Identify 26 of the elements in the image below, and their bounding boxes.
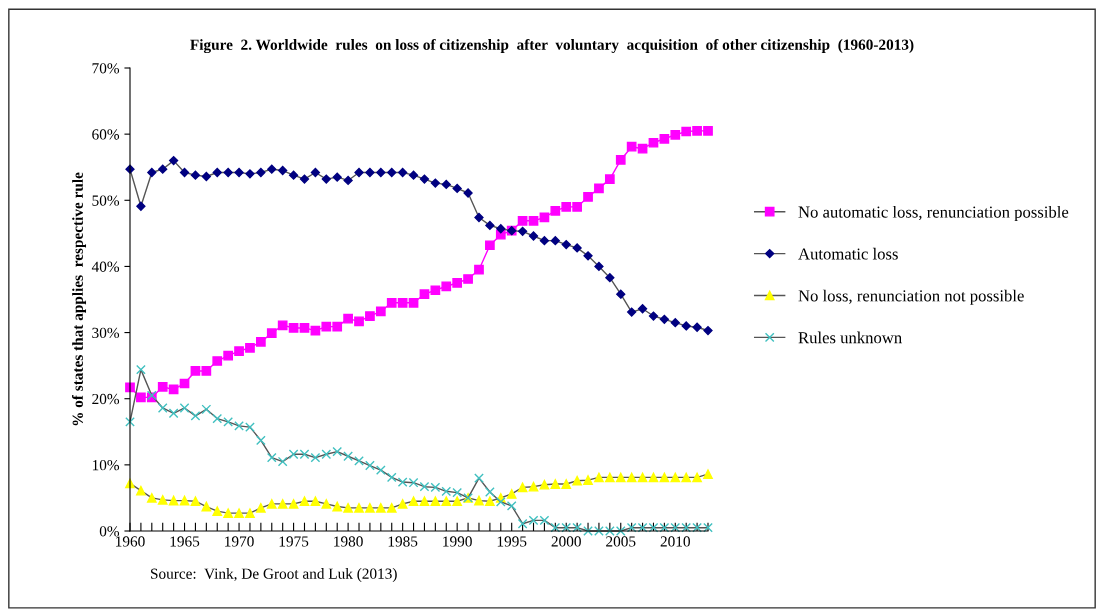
x-tick-label: 1980 [334,536,363,547]
legend-label: Rules unknown [798,331,902,344]
x-tick-label: 1970 [225,536,254,547]
legend-label: No automatic loss, renunciation possible [798,205,1069,222]
y-tick-label: 0% [99,526,120,537]
y-tick-label: 10% [92,460,120,471]
y-tick-label: 60% [92,129,120,140]
chart-title: Figure 2. Worldwide rules on loss of citizenship after voluntary acquisition of other citizenship (1960-2013) [190,38,914,54]
y-tick-label: 40% [91,261,120,272]
source-note: Source: Vink, De Groot and Luk (2013) [151,568,397,582]
y-tick-label: 70% [92,63,120,74]
legend-label: No loss, renunciation not possible [798,289,1024,305]
x-tick-label: 2010 [660,536,690,547]
y-tick-label: 50% [92,195,120,206]
x-tick-label: 1975 [279,536,309,547]
legend-label: Automatic loss [798,247,898,260]
y-axis-title: % of states that applies respective rule [72,172,87,426]
y-tick-label: 30% [92,327,120,339]
y-tick-label: 20% [92,393,120,405]
x-tick-label: 2000 [551,536,581,547]
x-tick-label: 1965 [170,536,200,547]
x-tick-label: 1990 [443,536,472,547]
x-tick-label: 2005 [606,536,636,547]
x-tick-label: 1995 [497,536,527,547]
x-tick-label: 1985 [388,536,418,547]
x-tick-label: 1960 [116,536,145,547]
